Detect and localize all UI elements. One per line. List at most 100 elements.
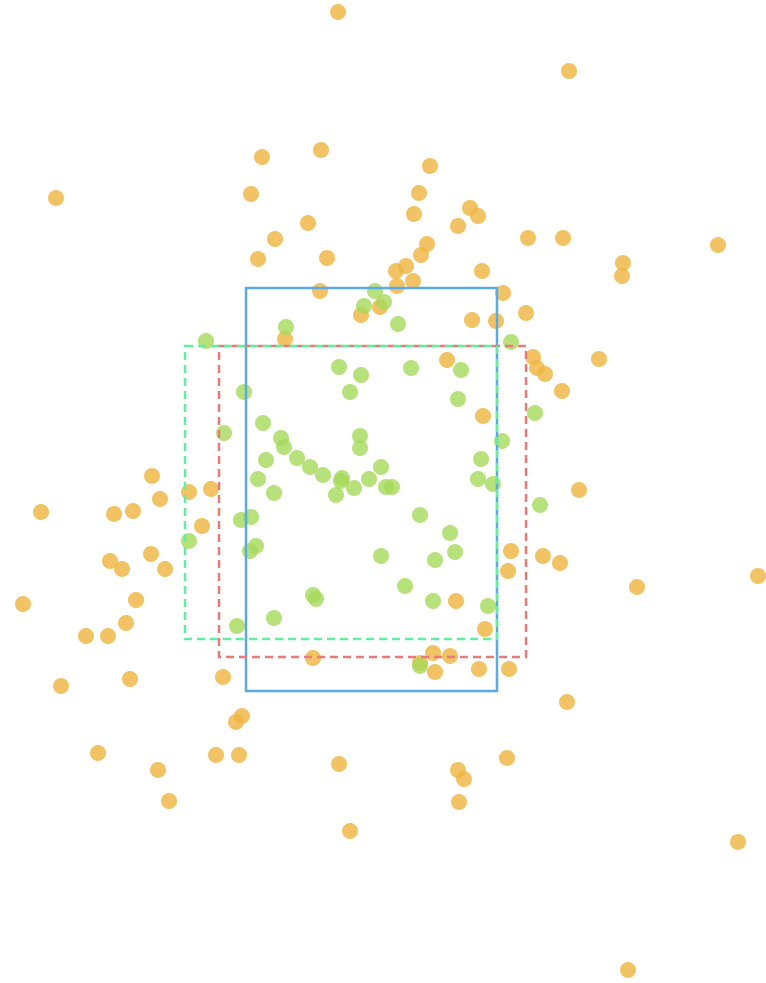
scatter-point-series0-29 [477,621,493,637]
scatter-point-series0-51 [571,482,587,498]
scatter-point-series0-75 [319,250,335,266]
scatter-point-series0-8 [90,745,106,761]
scatter-point-series1-46 [342,384,358,400]
scatter-point-series0-77 [419,236,435,252]
scatter-point-series0-14 [234,708,250,724]
scatter-point-series0-45 [125,503,141,519]
scatter-point-series0-24 [425,645,441,661]
scatter-point-series1-4 [305,587,321,603]
scatter-point-series1-20 [250,471,266,487]
scatter-point-series1-44 [450,391,466,407]
scatter-point-series0-59 [277,331,293,347]
scatter-point-series0-38 [143,546,159,562]
scatter-point-series0-49 [203,481,219,497]
scatter-point-series1-42 [255,415,271,431]
scatter-point-series1-7 [397,578,413,594]
scatter-point-series0-3 [161,793,177,809]
scatter-point-series0-0 [620,962,636,978]
scatter-point-series1-45 [236,384,252,400]
scatter-point-series1-29 [470,471,486,487]
scatter-point-series1-39 [273,430,289,446]
scatter-point-series1-54 [503,334,519,350]
scatter-point-series1-48 [331,359,347,375]
scatter-point-series0-53 [554,383,570,399]
scatter-point-series0-52 [475,408,491,424]
scatter-point-series1-17 [412,507,428,523]
scatter-point-series0-33 [629,579,645,595]
scatter-point-series0-41 [535,548,551,564]
scatter-point-series1-2 [266,610,282,626]
scatter-point-series1-50 [453,362,469,378]
scatter-point-series0-62 [518,305,534,321]
scatter-point-series0-4 [451,794,467,810]
scatter-point-series0-1 [730,834,746,850]
scatter-point-series0-91 [254,149,270,165]
scatter-point-series0-9 [208,747,224,763]
scatter-point-series1-43 [527,405,543,421]
points-layer [15,4,766,978]
scatter-point-series1-0 [412,658,428,674]
scatter-point-series0-94 [330,4,346,20]
scatter-point-series1-34 [258,452,274,468]
scatter-point-series1-10 [447,544,463,560]
scatter-point-series1-8 [373,548,389,564]
scatter-point-series1-21 [328,487,344,503]
scatter-point-series1-5 [425,593,441,609]
scatter-point-series0-48 [181,484,197,500]
scatter-point-series0-79 [520,230,536,246]
scatter-point-series0-34 [750,568,766,584]
scatter-point-series0-50 [144,468,160,484]
scatter-point-series0-70 [398,258,414,274]
scatter-point-series0-37 [102,553,118,569]
scatter-point-series0-17 [122,671,138,687]
scatter-point-series1-53 [390,316,406,332]
scatter-point-series1-18 [532,497,548,513]
bounding-box-1 [217,344,528,659]
scatter-point-series0-71 [614,268,630,284]
scatter-point-series0-58 [591,351,607,367]
scatter-point-series1-47 [353,367,369,383]
scatter-point-series0-60 [464,312,480,328]
scatter-point-series1-30 [485,476,501,492]
scatter-point-series1-1 [229,618,245,634]
scatter-point-series1-19 [266,485,282,501]
scatter-point-series0-67 [389,278,405,294]
scatter-point-series0-85 [462,200,478,216]
scatter-point-series0-81 [710,237,726,253]
boxes-layer [183,286,528,693]
scatter-point-series0-80 [555,230,571,246]
scatter-point-series0-11 [331,756,347,772]
scatter-point-series0-47 [152,491,168,507]
scatter-point-series1-12 [248,538,264,554]
scatter-point-series0-68 [405,273,421,289]
scatter-point-series0-72 [615,255,631,271]
scatter-point-series0-74 [250,251,266,267]
scatter-point-series1-13 [181,533,197,549]
scatter-point-series1-33 [473,451,489,467]
scatter-point-series0-78 [267,231,283,247]
scatter-point-series1-6 [480,598,496,614]
scatter-point-series0-16 [53,678,69,694]
scatter-point-series1-24 [334,470,350,486]
scatter-point-series0-20 [471,661,487,677]
scatter-point-series0-92 [313,142,329,158]
scatter-point-series1-27 [361,471,377,487]
scatter-point-series1-37 [352,428,368,444]
scatter-point-series0-86 [406,206,422,222]
scatter-point-series1-52 [278,319,294,335]
bounding-box-0 [244,286,499,693]
scatter-point-series0-57 [439,352,455,368]
scatter-point-series0-40 [503,543,519,559]
scatter-point-series1-49 [403,360,419,376]
bounding-box-2 [183,344,499,641]
scatter-point-series0-26 [78,628,94,644]
scatter-point-series0-93 [561,63,577,79]
scatter-point-series0-30 [15,596,31,612]
scatter-point-series0-82 [300,215,316,231]
scatter-point-series0-43 [33,504,49,520]
scatter-point-series0-56 [525,349,541,365]
scatter-point-series1-57 [367,283,383,299]
scatter-point-series1-56 [376,294,392,310]
scatter-point-series1-55 [356,298,372,314]
scatter-point-series0-90 [422,158,438,174]
